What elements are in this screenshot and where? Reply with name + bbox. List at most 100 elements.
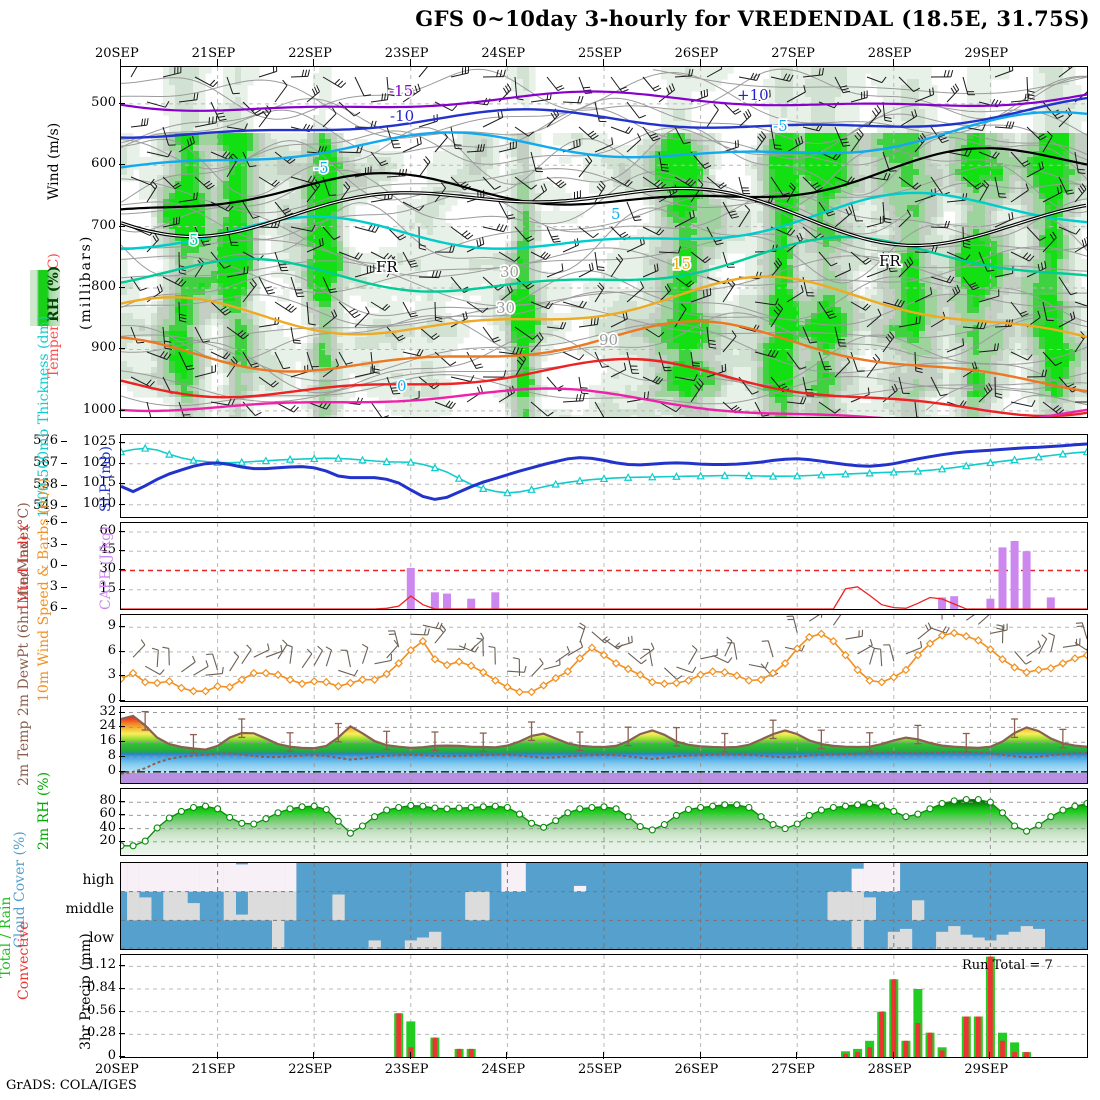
rh-marker <box>974 796 982 804</box>
thickness-marker <box>430 463 440 472</box>
axis-tick-label: 45 <box>99 542 116 558</box>
rh-marker <box>648 826 656 834</box>
wind-speed-marker <box>684 676 693 685</box>
isotherm <box>121 319 1087 393</box>
rh-marker <box>274 809 282 817</box>
cloud-bar <box>247 863 261 892</box>
date-tick-bottom: 29SEP <box>964 1062 1009 1077</box>
axis-tick-label: 30 <box>99 561 116 577</box>
cape-li-plot <box>121 523 1087 609</box>
precip-bar-convective <box>432 1037 438 1057</box>
date-tickmark <box>796 59 798 66</box>
cape-bar <box>938 597 947 609</box>
cloud-panel[interactable] <box>120 862 1088 950</box>
wind-speed-marker <box>370 675 379 684</box>
cloud-row-low: low <box>89 930 114 946</box>
thickness-marker <box>237 457 246 466</box>
cloud-bar <box>887 931 901 949</box>
axis-tickmark <box>119 840 125 842</box>
cape-li-panel[interactable] <box>120 522 1088 610</box>
date-tickmark <box>409 1052 411 1059</box>
wind-10m-plot <box>121 615 1087 701</box>
rh-marker <box>540 823 548 831</box>
wind-speed-marker <box>382 669 391 679</box>
wind-speed-marker <box>273 670 283 680</box>
wind-speed-marker <box>599 650 609 660</box>
label-millibars: (millibars) <box>78 234 94 330</box>
wind-speed-marker <box>949 628 959 638</box>
wind-speed-marker <box>491 676 500 685</box>
axis-tickmark <box>119 741 125 743</box>
date-tickmark <box>603 1052 604 1059</box>
contour-label: 5 <box>611 205 621 223</box>
axis-tickmark <box>119 711 125 713</box>
slp-thickness-panel[interactable] <box>120 434 1088 518</box>
rh-marker <box>407 801 415 810</box>
cape-bar <box>406 567 415 609</box>
wind-speed-marker <box>334 682 343 691</box>
cloud-bar <box>235 864 249 892</box>
precip-panel[interactable] <box>120 954 1088 1058</box>
rh-marker <box>624 813 632 821</box>
rh2m-panel[interactable] <box>120 788 1088 856</box>
rh-marker <box>515 810 524 818</box>
thickness-marker <box>696 471 705 480</box>
axis-tickmark <box>119 650 125 652</box>
thickness-marker <box>551 479 560 488</box>
contour-label: +10 <box>737 86 769 104</box>
rh-marker <box>189 803 198 812</box>
axis-tick-label: 60 <box>99 806 116 822</box>
rh-marker <box>334 817 342 825</box>
cloud-bar <box>851 868 864 892</box>
wind-10m-panel[interactable] <box>120 614 1088 702</box>
axis-tick-label: 900 <box>91 340 116 356</box>
axis-tickmark <box>119 814 125 816</box>
axis-tickmark <box>119 675 125 677</box>
axis-tickmark <box>119 550 125 552</box>
wind-speed-marker <box>503 682 512 692</box>
wind-speed-marker <box>575 654 585 663</box>
axis-tickmark <box>119 225 125 227</box>
thickness-marker <box>841 469 850 478</box>
isotherm <box>121 147 1087 211</box>
rh-marker <box>902 813 910 821</box>
date-tickmark <box>120 59 121 66</box>
axis-tick-label: 80 <box>99 793 116 809</box>
wind-speed-marker <box>817 629 826 639</box>
date-tick-bottom: 23SEP <box>384 1062 429 1077</box>
rh-marker <box>769 821 777 829</box>
cloud-bar <box>163 891 176 921</box>
contour-label: -5 <box>773 117 788 135</box>
cloud-bar <box>284 863 297 892</box>
label-rh-percent: RH (%) <box>46 265 62 322</box>
date-tick-top: 20SEP <box>95 46 139 61</box>
axis-tickmark <box>119 726 125 728</box>
axis-tick-label: 500 <box>91 94 116 110</box>
date-tickmark <box>699 59 701 66</box>
thickness-marker <box>406 457 415 466</box>
thickness-marker <box>720 471 729 479</box>
rh-marker <box>854 801 862 809</box>
thickness-marker <box>744 471 754 480</box>
precip-bar-convective <box>867 1047 873 1057</box>
upper-air-panel[interactable]: -15 -15 -10 -10 -5 -5 5 5 5 5 15 15 30 30 30 30 90 90 0 0 FR… <box>120 66 1088 418</box>
wind-speed-marker <box>551 673 560 683</box>
rh-marker <box>310 802 318 810</box>
wind-speed-marker <box>297 679 307 689</box>
precip-bar-total <box>1010 1042 1020 1057</box>
date-tick-bottom: 25SEP <box>578 1062 622 1077</box>
gridlines <box>121 707 1087 783</box>
axis-tick-label: 0.84 <box>87 980 116 995</box>
rh-marker <box>986 798 994 806</box>
precip-bar-convective <box>891 979 897 1057</box>
axis-tick-label: 1000 <box>82 401 116 417</box>
date-tickmark <box>796 1052 798 1059</box>
contour-label: FR <box>879 252 901 270</box>
axis-tick-label: 0 <box>107 1048 116 1063</box>
isotherm <box>121 90 1087 112</box>
wind-speed-marker <box>962 632 971 641</box>
rh-marker <box>141 837 149 845</box>
temp2m-panel[interactable] <box>120 706 1088 784</box>
thickness-marker <box>599 474 609 483</box>
rh-shading <box>121 67 1087 417</box>
